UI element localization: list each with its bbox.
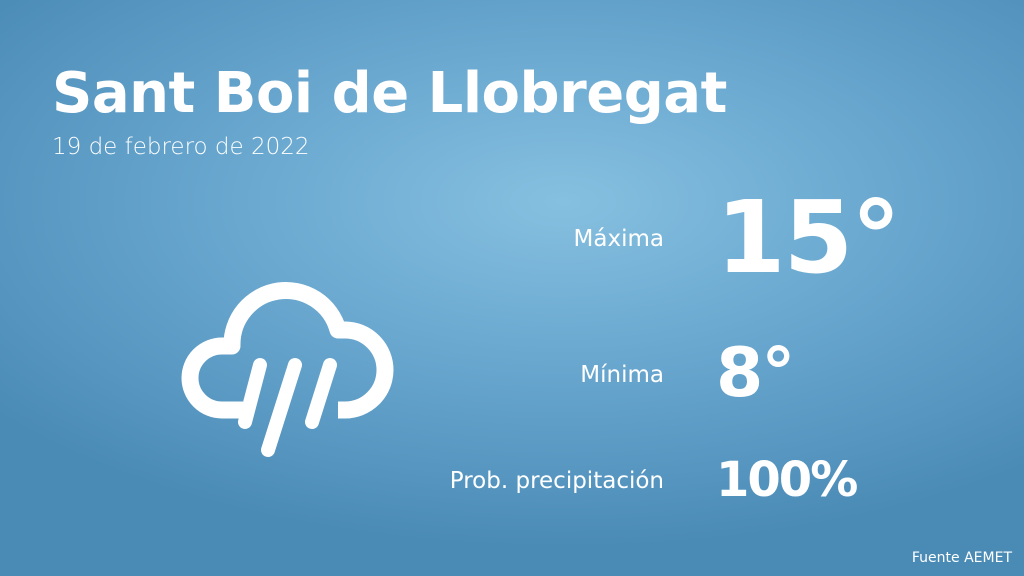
max-label: Máxima: [573, 226, 664, 252]
max-value: 15°: [716, 179, 901, 296]
source-credit: Fuente AEMET: [911, 550, 1012, 566]
min-value: 8°: [716, 334, 795, 413]
forecast-date: 19 de febrero de 2022: [52, 134, 310, 160]
precip-label: Prob. precipitación: [449, 468, 664, 494]
city-title: Sant Boi de Llobregat: [52, 61, 727, 126]
precip-value: 100%: [716, 452, 858, 508]
min-label: Mínima: [580, 362, 664, 388]
